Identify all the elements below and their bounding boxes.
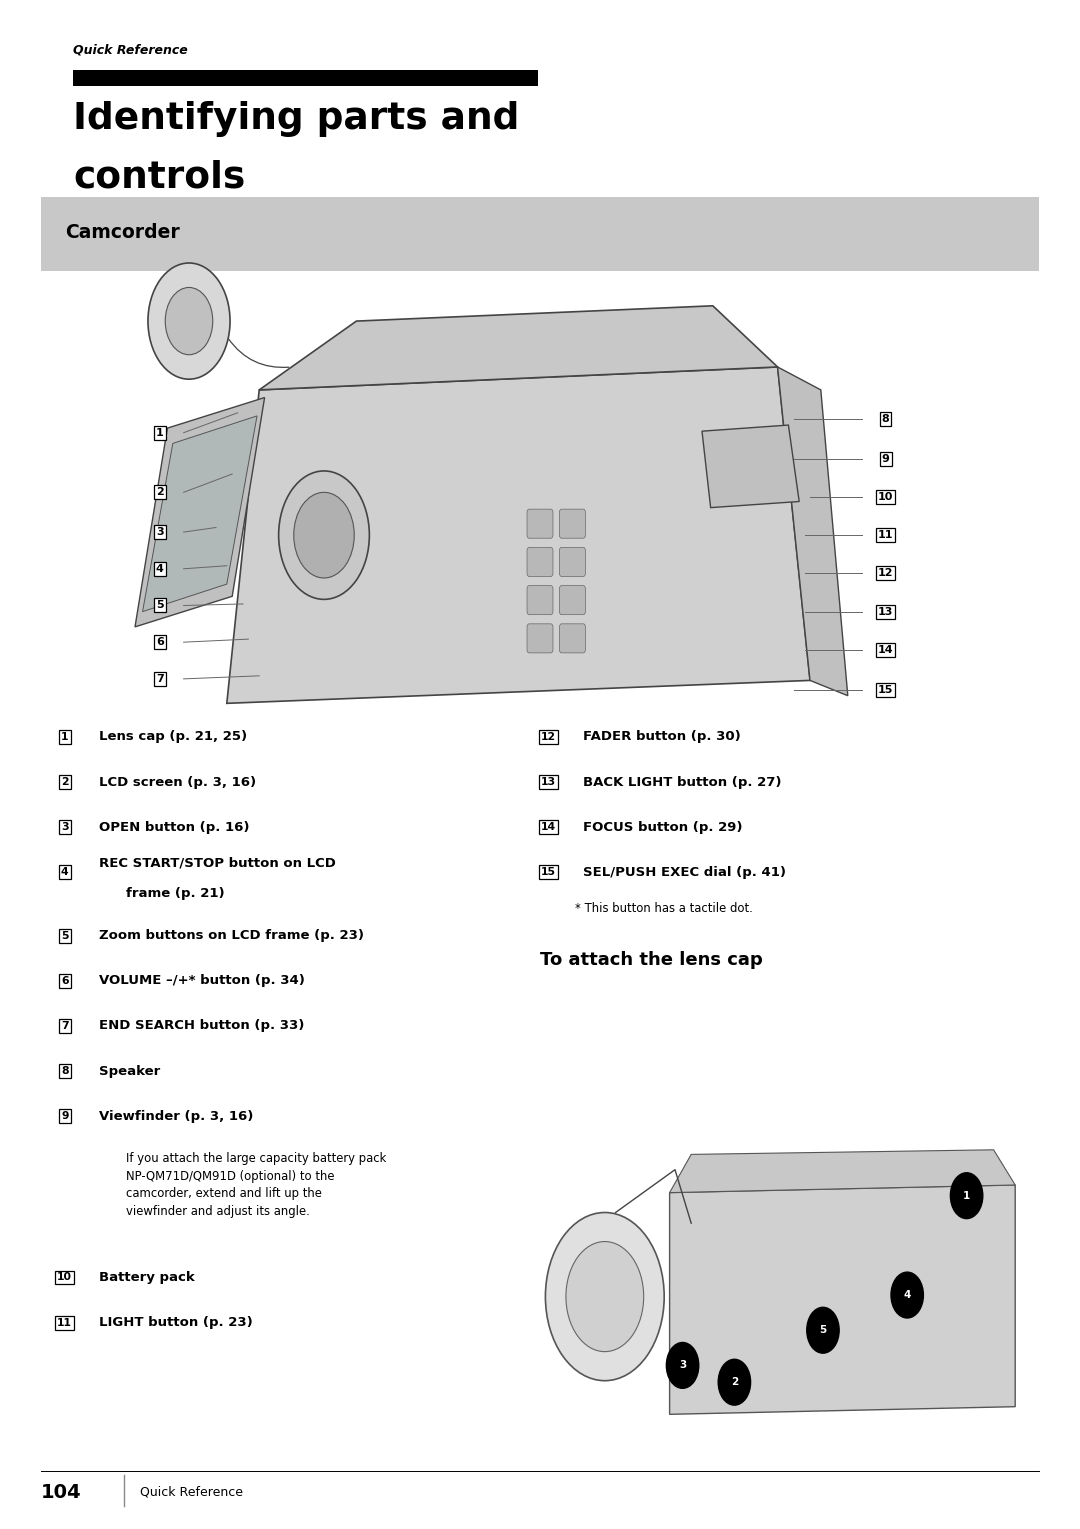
Text: 10: 10	[57, 1272, 72, 1283]
Polygon shape	[227, 367, 810, 703]
Text: OPEN button (p. 16): OPEN button (p. 16)	[99, 821, 249, 833]
Text: 3: 3	[60, 823, 69, 832]
Text: 9: 9	[881, 454, 890, 463]
Polygon shape	[778, 367, 848, 696]
Text: 3: 3	[156, 528, 164, 537]
Text: 12: 12	[541, 732, 556, 742]
Polygon shape	[143, 416, 257, 612]
Circle shape	[666, 1342, 699, 1388]
Text: LIGHT button (p. 23): LIGHT button (p. 23)	[99, 1316, 253, 1329]
Circle shape	[279, 471, 369, 599]
Text: 2: 2	[731, 1378, 738, 1387]
Text: 8: 8	[62, 1066, 68, 1076]
FancyBboxPatch shape	[527, 586, 553, 615]
Text: 15: 15	[878, 685, 893, 694]
Text: END SEARCH button (p. 33): END SEARCH button (p. 33)	[99, 1020, 305, 1032]
Text: 7: 7	[60, 1021, 69, 1031]
FancyBboxPatch shape	[559, 509, 585, 538]
Text: 8: 8	[881, 414, 890, 424]
Circle shape	[165, 287, 213, 355]
Polygon shape	[135, 398, 265, 627]
Text: 2: 2	[156, 488, 164, 497]
Text: Identifying parts and: Identifying parts and	[73, 101, 519, 138]
Text: Quick Reference: Quick Reference	[140, 1486, 243, 1498]
Text: FOCUS button (p. 29): FOCUS button (p. 29)	[583, 821, 743, 833]
Text: controls: controls	[73, 159, 245, 196]
Circle shape	[718, 1359, 751, 1405]
Text: 4: 4	[904, 1290, 910, 1300]
FancyBboxPatch shape	[527, 624, 553, 653]
Text: Speaker: Speaker	[99, 1064, 161, 1078]
Text: To attach the lens cap: To attach the lens cap	[540, 951, 762, 969]
Text: 9: 9	[62, 1112, 68, 1121]
Text: 5: 5	[156, 601, 164, 610]
Text: 104: 104	[41, 1483, 82, 1501]
Text: 3: 3	[679, 1361, 686, 1370]
Text: 7: 7	[156, 674, 164, 683]
Text: Battery pack: Battery pack	[99, 1271, 195, 1284]
Text: 6: 6	[60, 976, 69, 986]
Text: Lens cap (p. 21, 25): Lens cap (p. 21, 25)	[99, 731, 247, 743]
Text: REC START/STOP button on LCD: REC START/STOP button on LCD	[99, 856, 336, 870]
Text: 11: 11	[878, 531, 893, 540]
Text: Camcorder: Camcorder	[65, 223, 179, 242]
Text: 14: 14	[878, 645, 893, 654]
Text: SEL/PUSH EXEC dial (p. 41): SEL/PUSH EXEC dial (p. 41)	[583, 865, 786, 879]
Text: Viewfinder (p. 3, 16): Viewfinder (p. 3, 16)	[99, 1110, 254, 1122]
Text: 5: 5	[62, 931, 68, 940]
Text: 2: 2	[60, 777, 69, 787]
FancyBboxPatch shape	[73, 70, 538, 86]
FancyBboxPatch shape	[559, 586, 585, 615]
Text: BACK LIGHT button (p. 27): BACK LIGHT button (p. 27)	[583, 775, 782, 789]
Text: 13: 13	[541, 777, 556, 787]
Text: 13: 13	[878, 607, 893, 616]
Text: 4: 4	[60, 867, 69, 878]
FancyBboxPatch shape	[527, 547, 553, 576]
Text: FADER button (p. 30): FADER button (p. 30)	[583, 731, 741, 743]
Text: 1: 1	[963, 1191, 970, 1200]
Text: 1: 1	[62, 732, 68, 742]
Circle shape	[148, 263, 230, 379]
FancyBboxPatch shape	[41, 197, 1039, 271]
Circle shape	[545, 1212, 664, 1381]
Text: If you attach the large capacity battery pack
NP-QM71D/QM91D (optional) to the
c: If you attach the large capacity battery…	[126, 1151, 387, 1217]
Text: VOLUME –/+* button (p. 34): VOLUME –/+* button (p. 34)	[99, 974, 306, 988]
Text: 14: 14	[541, 823, 556, 832]
Text: 10: 10	[878, 492, 893, 502]
FancyBboxPatch shape	[559, 547, 585, 576]
Text: 15: 15	[541, 867, 556, 878]
Polygon shape	[670, 1150, 1015, 1193]
Text: 6: 6	[156, 638, 164, 647]
Text: * This button has a tactile dot.: * This button has a tactile dot.	[575, 902, 753, 916]
Circle shape	[566, 1242, 644, 1352]
Text: 4: 4	[156, 564, 164, 573]
Text: 5: 5	[820, 1326, 826, 1335]
Polygon shape	[259, 306, 778, 390]
Polygon shape	[702, 425, 799, 508]
Text: 11: 11	[57, 1318, 72, 1327]
FancyBboxPatch shape	[559, 624, 585, 653]
Text: 1: 1	[156, 428, 164, 437]
Text: LCD screen (p. 3, 16): LCD screen (p. 3, 16)	[99, 775, 256, 789]
Text: Quick Reference: Quick Reference	[73, 43, 188, 57]
Text: Zoom buttons on LCD frame (p. 23): Zoom buttons on LCD frame (p. 23)	[99, 930, 364, 942]
Circle shape	[950, 1173, 983, 1219]
FancyBboxPatch shape	[527, 509, 553, 538]
Text: 12: 12	[878, 569, 893, 578]
Circle shape	[294, 492, 354, 578]
Circle shape	[891, 1272, 923, 1318]
Circle shape	[807, 1307, 839, 1353]
Text: frame (p. 21): frame (p. 21)	[126, 887, 225, 901]
Polygon shape	[670, 1185, 1015, 1414]
